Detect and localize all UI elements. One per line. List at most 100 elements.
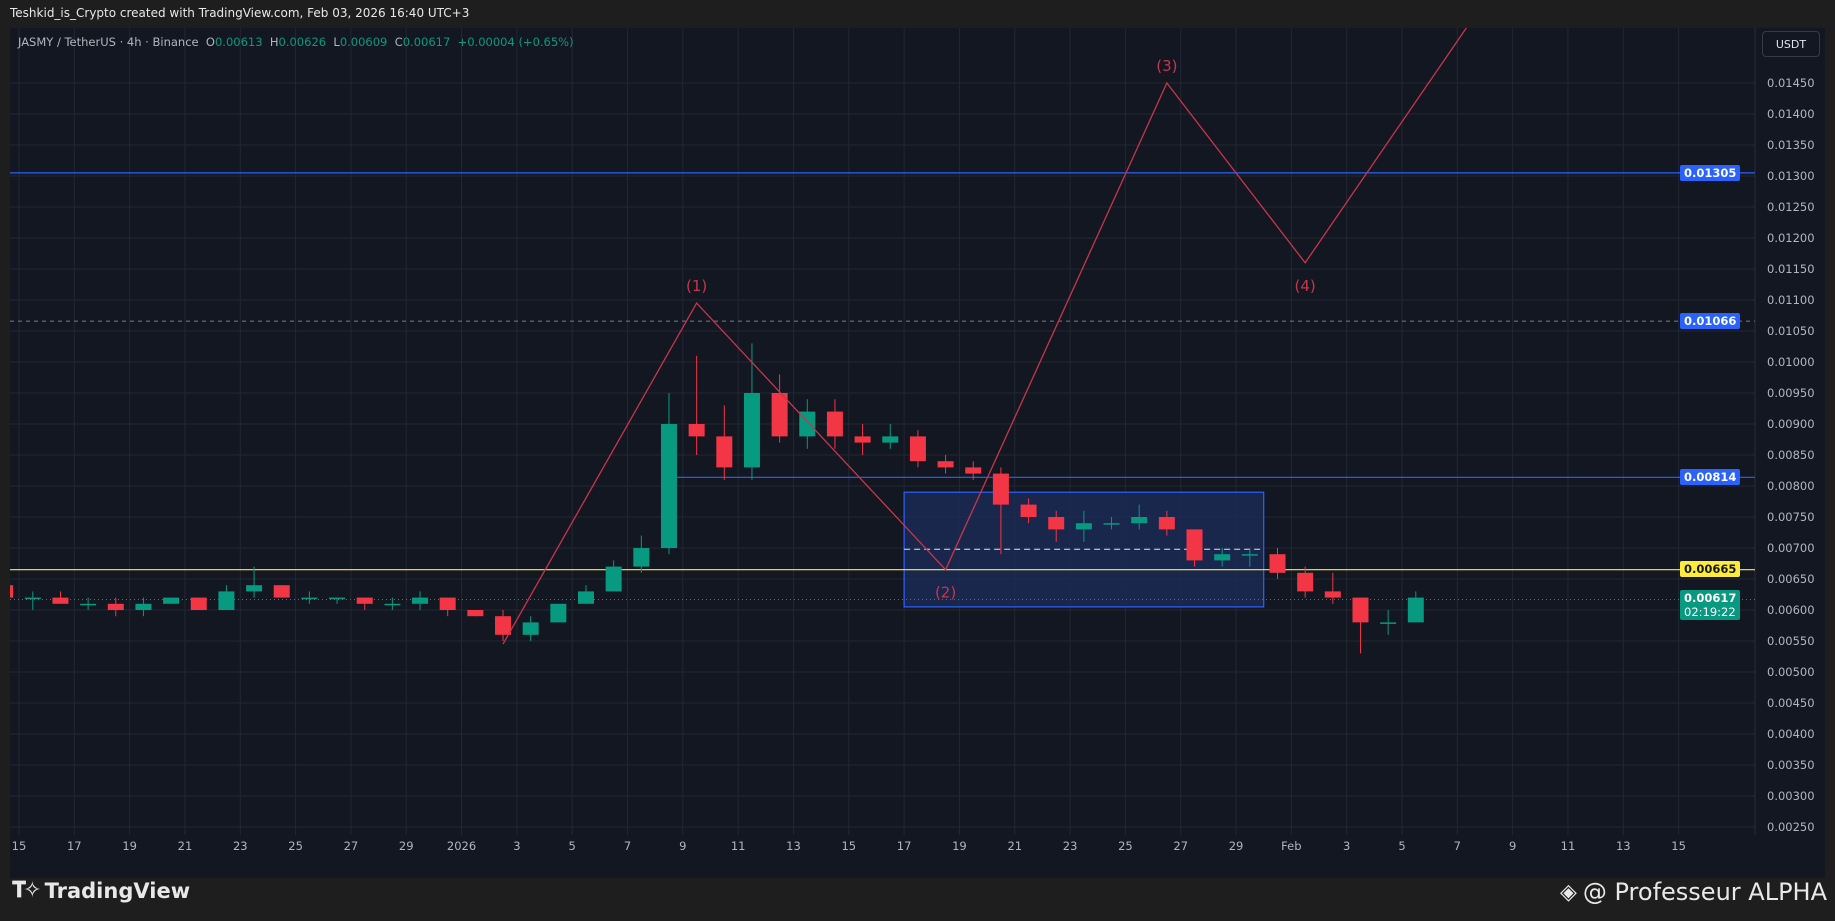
candle-body (107, 603, 124, 610)
candle (1324, 572, 1341, 604)
candle (356, 597, 373, 610)
x-tick-label: 5 (1398, 839, 1405, 853)
wave-label: (2) (935, 584, 956, 602)
candle (1186, 529, 1203, 567)
candle (909, 430, 926, 468)
last-price-badge: 0.00617 02:19:22 (1680, 590, 1741, 620)
wave-label: (3) (1156, 57, 1177, 75)
candle (605, 560, 622, 592)
candle-body (384, 603, 401, 606)
y-tick-label: 0.01450 (1767, 76, 1815, 90)
candle-body (10, 585, 14, 598)
candle-body (1269, 554, 1286, 573)
y-tick-label: 0.01350 (1767, 138, 1815, 152)
x-tick-label: 27 (344, 839, 359, 853)
candle (52, 591, 69, 604)
candle (522, 616, 539, 641)
symbol-info[interactable]: JASMY / TetherUS · 4h · Binance (18, 35, 199, 49)
candle (799, 399, 816, 449)
candle (190, 597, 207, 610)
symbol-legend: JASMY / TetherUS · 4h · Binance O0.00613… (18, 35, 574, 49)
candle (246, 566, 263, 598)
candle-body (190, 597, 207, 610)
y-tick-label: 0.00550 (1767, 634, 1815, 648)
last-price: 0.00617 (1684, 591, 1737, 605)
candle (301, 591, 318, 604)
candle-body (24, 597, 41, 600)
currency-button[interactable]: USDT (1762, 31, 1820, 57)
candle (135, 597, 152, 617)
candle-body (992, 473, 1009, 505)
price-badge-level-3: 0.00814 (1680, 469, 1741, 485)
candle (495, 610, 512, 641)
candle-body (412, 597, 429, 604)
candle (80, 597, 97, 610)
wave-label: (4) (1295, 277, 1316, 295)
y-tick-label: 0.00650 (1767, 572, 1815, 586)
candle (1269, 548, 1286, 579)
candle (937, 455, 954, 474)
x-tick-label: 25 (288, 839, 303, 853)
x-tick-label: 19 (952, 839, 967, 853)
y-tick-label: 0.00350 (1767, 758, 1815, 772)
candle (578, 585, 594, 604)
candle-body (716, 436, 733, 468)
y-tick-label: 0.00950 (1767, 386, 1815, 400)
y-tick-label: 0.00750 (1767, 510, 1815, 524)
candle-body (1297, 572, 1314, 592)
candle (1407, 591, 1424, 623)
y-tick-label: 0.01050 (1767, 324, 1815, 338)
x-tick-label: 29 (1229, 839, 1244, 853)
y-tick-label: 0.01400 (1767, 107, 1815, 121)
price-badge-level-4: 0.00665 (1680, 561, 1741, 577)
elliott-wave-path[interactable] (502, 28, 1471, 645)
x-tick-label: 21 (1007, 839, 1022, 853)
candle-body (301, 597, 318, 600)
candle (467, 610, 484, 617)
y-tick-label: 0.01100 (1767, 293, 1815, 307)
x-tick-label: 23 (1063, 839, 1078, 853)
candle-body (135, 603, 152, 610)
candle (1131, 504, 1148, 530)
candle (1020, 498, 1037, 524)
bar-countdown: 02:19:22 (1684, 605, 1736, 619)
x-tick-label: 15 (841, 839, 856, 853)
x-tick-label: Feb (1281, 839, 1301, 853)
candle (550, 603, 567, 623)
y-tick-label: 0.00800 (1767, 479, 1815, 493)
candle (743, 343, 760, 480)
candle-body (1380, 622, 1397, 624)
chart-panel[interactable]: 0.01450 0.01400 0.01350 0.01300 0.01250 0.012… (10, 28, 1825, 878)
candle-body (633, 548, 650, 567)
candle (107, 597, 124, 617)
candle-body (1241, 554, 1258, 556)
x-tick-label: 2026 (447, 839, 476, 853)
x-tick-label: 21 (178, 839, 193, 853)
close-value: 0.00617 (402, 35, 451, 49)
candle-body (605, 566, 622, 592)
price-chart[interactable]: 0.01450 0.01400 0.01350 0.01300 0.01250 0.012… (10, 28, 1825, 878)
price-badge-level-1: 0.01305 (1680, 165, 1741, 181)
y-tick-label: 0.01150 (1767, 262, 1815, 276)
x-tick-label: 3 (513, 839, 520, 853)
candle (10, 585, 14, 598)
y-tick-label: 0.00250 (1767, 820, 1815, 834)
open-value: 0.00613 (214, 35, 263, 49)
candle-body (1048, 517, 1065, 530)
candle-body (1103, 523, 1120, 525)
candle (1075, 510, 1092, 542)
high-value: 0.00626 (278, 35, 327, 49)
candle-body (743, 393, 760, 468)
candle-body (882, 436, 899, 443)
candle-body (1075, 523, 1092, 530)
open-label: O (205, 35, 215, 49)
tradingview-logo[interactable]: 𝐓✧ TradingView (12, 878, 190, 903)
y-tick-label: 0.00300 (1767, 789, 1815, 803)
close-label: C (394, 35, 403, 49)
x-tick-label: 11 (1561, 839, 1576, 853)
y-tick-label: 0.00400 (1767, 727, 1815, 741)
candle (992, 467, 1009, 555)
candle-body (356, 597, 373, 604)
brand-name: TradingView (44, 878, 191, 903)
x-tick-label: 7 (624, 839, 631, 853)
